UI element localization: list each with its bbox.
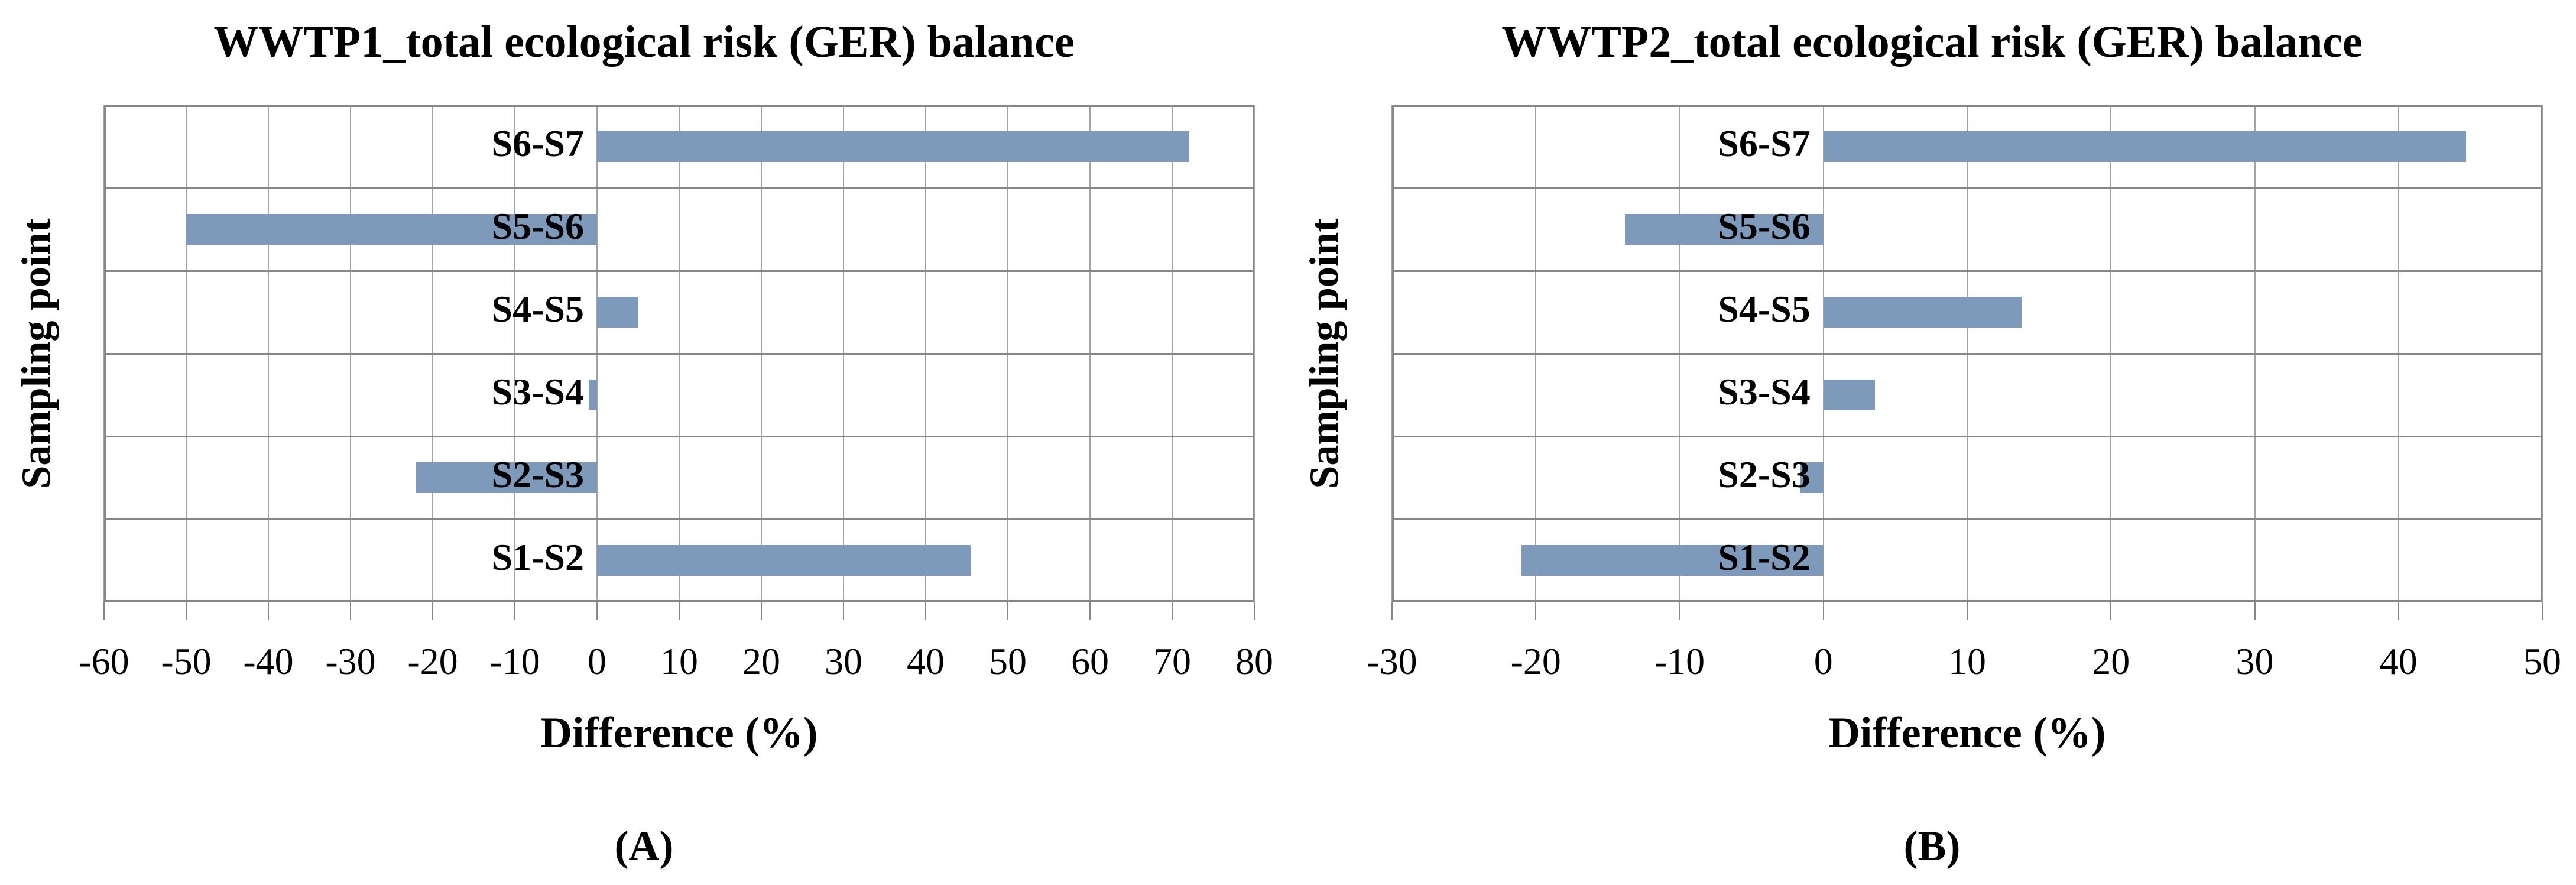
category-label: S6-S7 (491, 122, 585, 164)
x-axis-tick-mark (1089, 602, 1091, 620)
x-axis-tick-mark (1679, 602, 1680, 620)
category-label: S1-S2 (1718, 536, 1811, 578)
x-axis-tick-label: -60 (79, 640, 129, 682)
x-axis-tick-mark (268, 602, 269, 620)
category-label: S3-S4 (1718, 371, 1811, 413)
row-separator-line (104, 187, 1254, 189)
row-separator-line (104, 352, 1254, 355)
x-axis-tick-mark (843, 602, 844, 620)
chart-title: WWTP1_total ecological risk (GER) balanc… (213, 17, 1075, 67)
vertical-gridline (2542, 105, 2543, 602)
x-axis-label: Difference (%) (540, 709, 818, 757)
bar-s1-s2 (597, 545, 971, 576)
x-axis-tick-label: 40 (907, 640, 945, 682)
category-label: S2-S3 (491, 453, 585, 495)
x-axis-tick-label: 40 (2379, 640, 2418, 682)
category-label: S3-S4 (491, 371, 585, 413)
x-axis-tick-label: -50 (161, 640, 212, 682)
x-axis-tick-mark (514, 602, 515, 620)
row-separator-line (104, 518, 1254, 520)
x-axis-tick-mark (761, 602, 762, 620)
x-axis-tick-label: 10 (660, 640, 698, 682)
x-axis-tick-label: -10 (489, 640, 540, 682)
x-axis-tick-label: 20 (742, 640, 780, 682)
x-axis-tick-label: -40 (243, 640, 294, 682)
chart-title: WWTP2_total ecological risk (GER) balanc… (1501, 17, 2363, 67)
row-separator-line (1392, 270, 2542, 272)
bar-s3-s4 (1823, 380, 1876, 410)
x-axis-tick-mark (1172, 602, 1173, 620)
caption: (B) (1903, 822, 1961, 870)
x-axis-tick-label: 80 (1235, 640, 1273, 682)
plot-border (1392, 105, 2542, 602)
category-label: S6-S7 (1718, 122, 1811, 164)
x-axis-label: Difference (%) (1828, 709, 2106, 757)
caption: (A) (614, 822, 674, 870)
bar-s5-s6 (1625, 214, 1824, 245)
x-axis-tick-mark (2110, 602, 2112, 620)
x-axis-tick-mark (350, 602, 351, 620)
x-axis-tick-mark (2254, 602, 2256, 620)
category-label: S1-S2 (491, 536, 585, 578)
row-separator-line (104, 270, 1254, 272)
x-axis-tick-label: 0 (1813, 640, 1833, 682)
x-axis-tick-mark (1391, 602, 1393, 620)
row-separator-line (1392, 352, 2542, 355)
y-axis-label: Sampling point (0, 105, 76, 602)
category-label: S4-S5 (1718, 288, 1811, 330)
x-axis-tick-label: 30 (825, 640, 862, 682)
x-axis-tick-label: 20 (2092, 640, 2130, 682)
x-axis-tick-label: 30 (2236, 640, 2274, 682)
bar-s5-s6 (186, 214, 597, 245)
row-separator-line (1392, 187, 2542, 189)
x-axis-tick-label: -20 (407, 640, 458, 682)
x-axis-tick-mark (2397, 602, 2399, 620)
x-axis-tick-mark (103, 602, 105, 620)
y-axis-label-text: Sampling point (1302, 218, 1348, 489)
row-separator-line (1392, 518, 2542, 520)
x-axis-tick-mark (1535, 602, 1537, 620)
x-axis-tick-mark (432, 602, 433, 620)
bar-s4-s5 (597, 297, 638, 328)
x-axis-tick-label: -20 (1510, 640, 1561, 682)
category-label: S2-S3 (1718, 453, 1811, 495)
bar-s6-s7 (1823, 131, 2467, 162)
x-axis-tick-label: 50 (2523, 640, 2561, 682)
bar-s2-s3 (1800, 462, 1824, 493)
plot-border (104, 105, 1254, 602)
chart-panel-wwtp1: WWTP1_total ecological risk (GER) balanc… (0, 17, 1273, 870)
category-label: S5-S6 (491, 205, 585, 247)
y-axis-label-text: Sampling point (14, 218, 60, 489)
x-axis-tick-mark (1254, 602, 1255, 620)
x-axis-tick-mark (2542, 602, 2543, 620)
x-axis-tick-mark (596, 602, 598, 620)
category-label: S5-S6 (1718, 205, 1811, 247)
x-axis-tick-label: 0 (588, 640, 606, 682)
category-label: S4-S5 (491, 288, 585, 330)
chart-panel-wwtp2: WWTP2_total ecological risk (GER) balanc… (1288, 0, 2576, 885)
x-axis-tick-label: -30 (1367, 640, 1417, 682)
x-axis-tick-label: -30 (325, 640, 376, 682)
x-axis-tick-label: -10 (1654, 640, 1705, 682)
x-axis-tick-mark (1822, 602, 1824, 620)
bar-s2-s3 (416, 462, 597, 493)
x-axis-tick-label: 70 (1153, 640, 1191, 682)
x-axis-tick-mark (1967, 602, 1968, 620)
bar-s3-s4 (589, 380, 597, 410)
row-separator-line (104, 435, 1254, 437)
vertical-gridline (1254, 105, 1255, 602)
x-axis-tick-mark (186, 602, 187, 620)
y-axis-label: Sampling point (1287, 105, 1364, 602)
x-axis-tick-mark (925, 602, 926, 620)
x-axis-tick-label: 60 (1071, 640, 1109, 682)
bar-s1-s2 (1521, 545, 1824, 576)
row-separator-line (1392, 435, 2542, 437)
bar-s6-s7 (597, 131, 1189, 162)
x-axis-tick-label: 10 (1948, 640, 1986, 682)
x-axis-tick-label: 50 (989, 640, 1027, 682)
x-axis-tick-mark (1007, 602, 1008, 620)
x-axis-tick-mark (679, 602, 680, 620)
bar-s4-s5 (1823, 297, 2022, 328)
